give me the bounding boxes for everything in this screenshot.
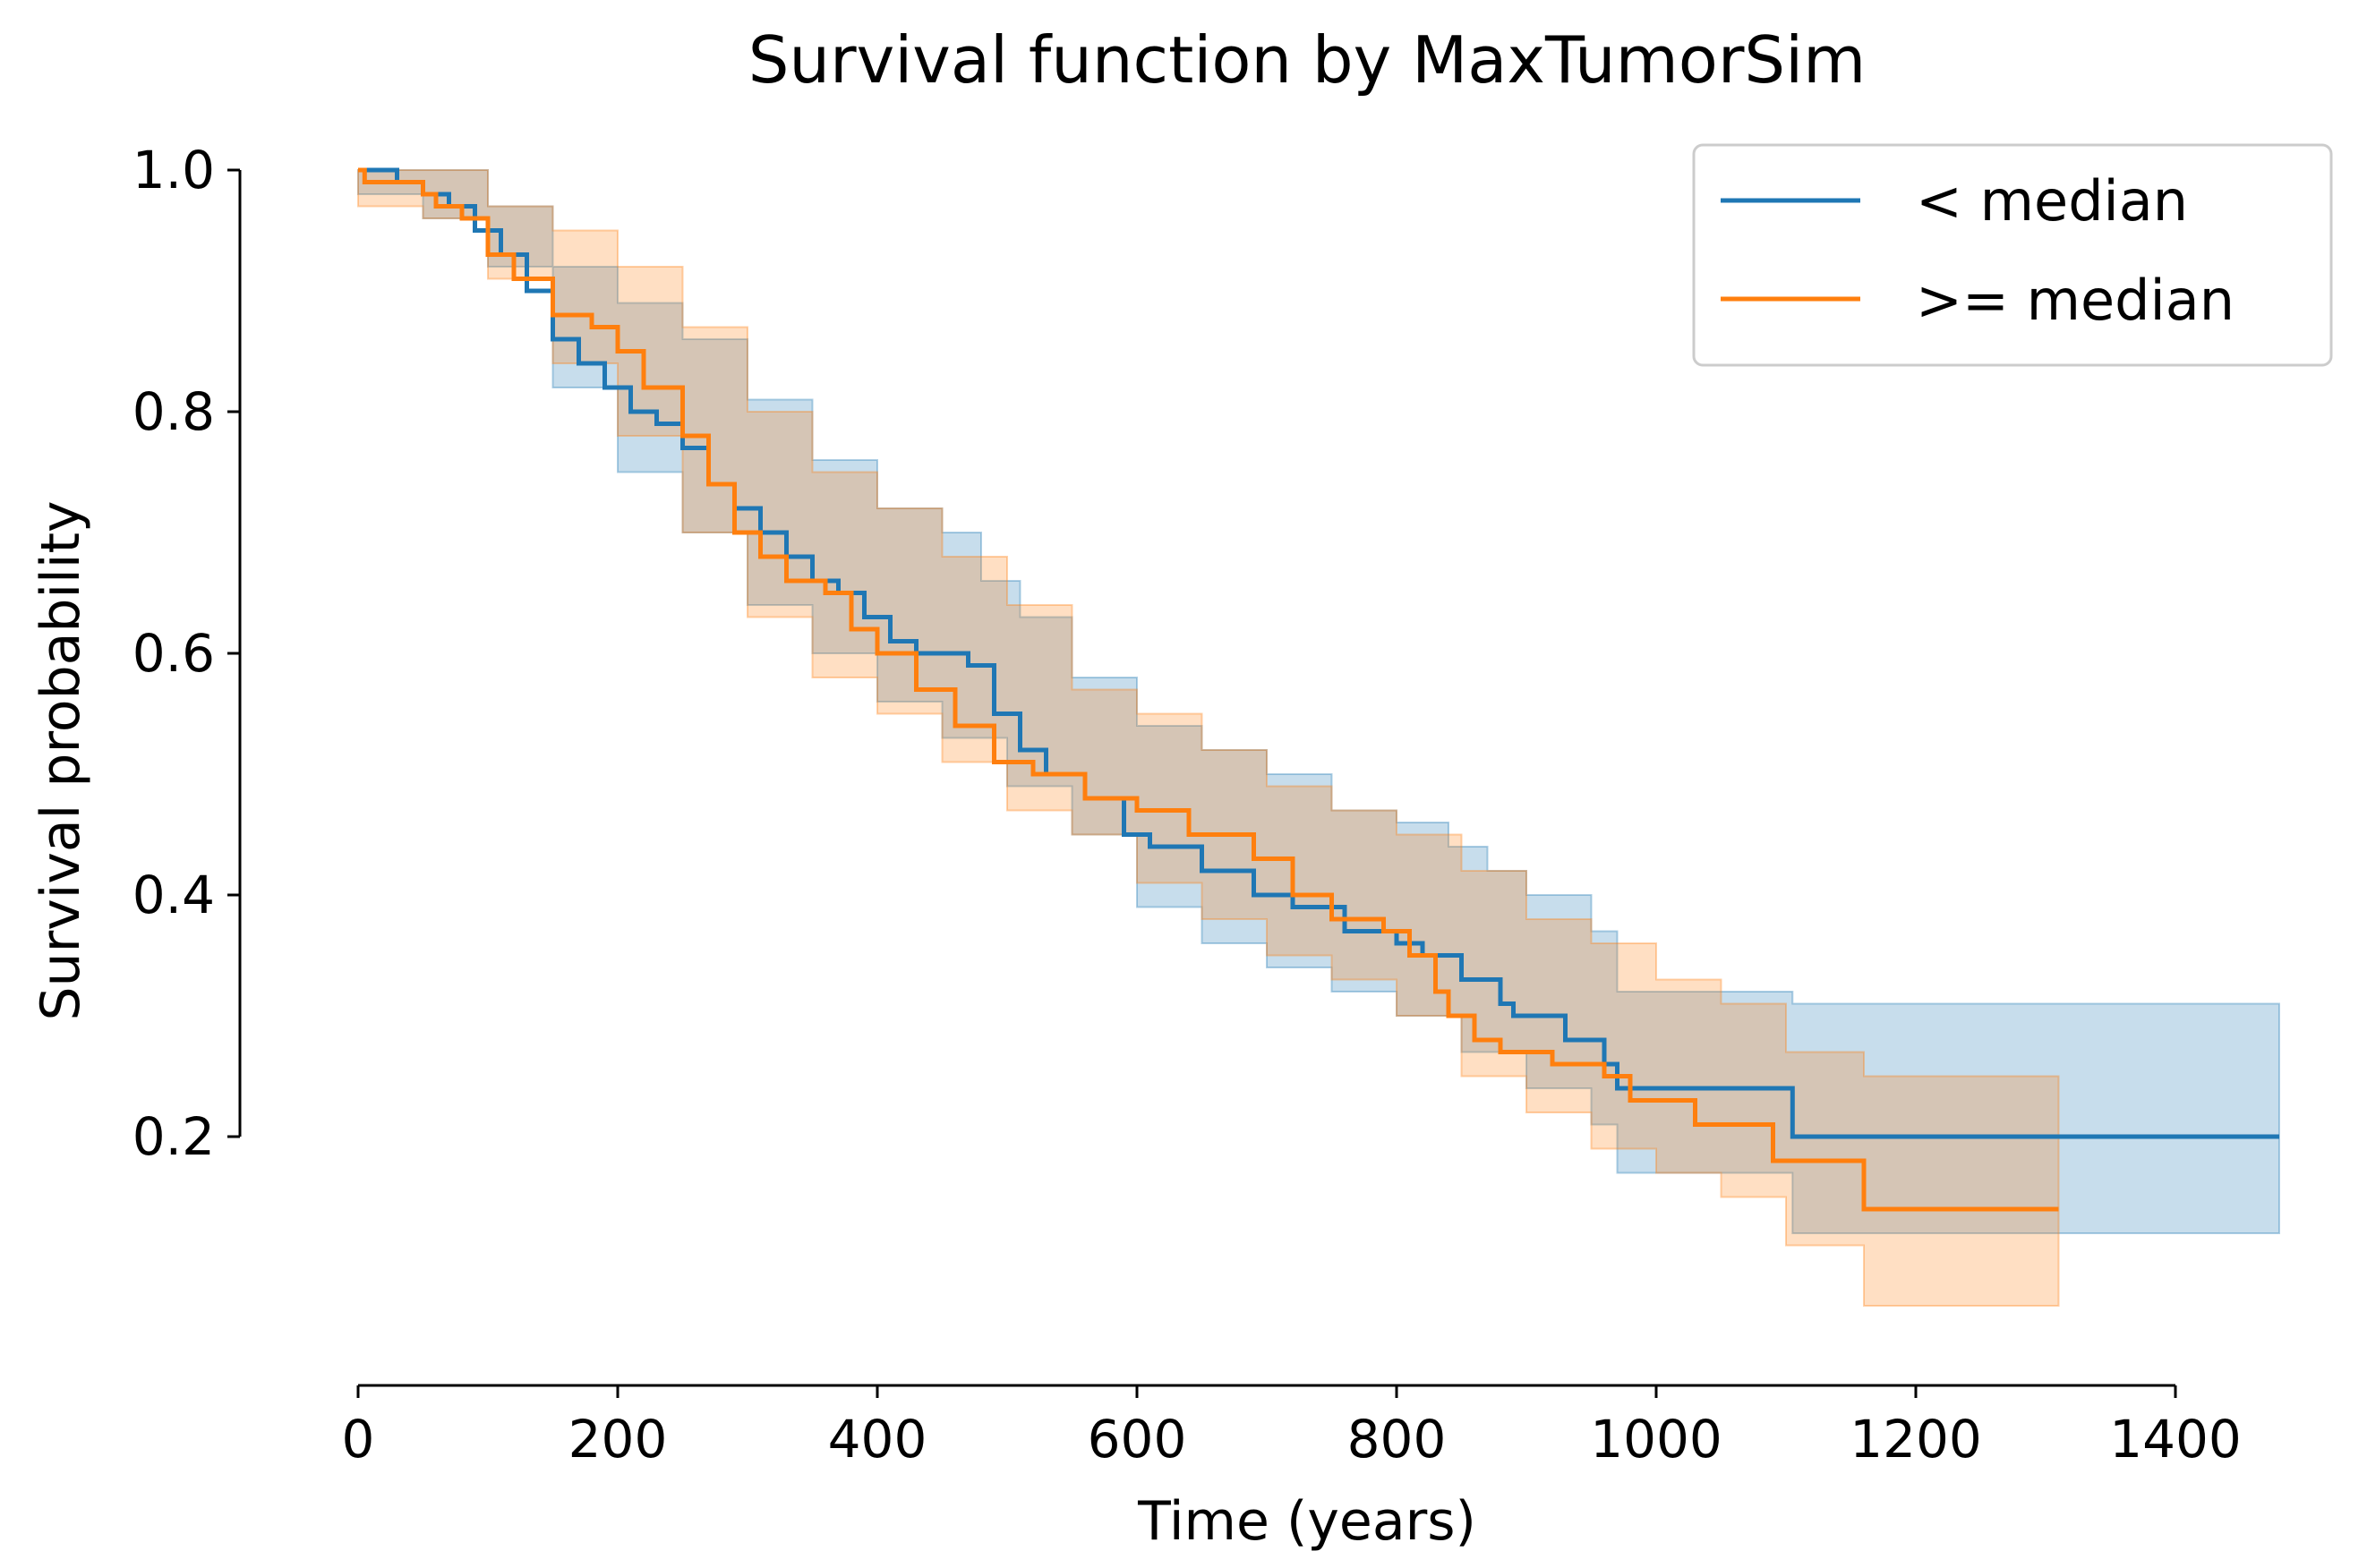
chart-title: Survival function by MaxTumorSim <box>748 22 1867 98</box>
legend-label-below-median: < median <box>1916 168 2188 234</box>
x-axis-ticks: 0 200 400 600 800 1000 1200 1400 <box>342 1385 2242 1470</box>
curve-below-median <box>358 167 2279 1139</box>
x-tick-label: 0 <box>342 1409 375 1470</box>
y-axis-title: Survival probability <box>30 500 92 1020</box>
x-tick-label: 1400 <box>2109 1409 2242 1470</box>
confidence-bands <box>357 169 2280 1307</box>
x-tick-label: 1200 <box>1850 1409 1982 1470</box>
x-axis-title: Time (years) <box>1137 1490 1476 1553</box>
ci-band-below-median <box>357 169 2280 1234</box>
legend-label-above-median: >= median <box>1916 268 2235 333</box>
y-tick-label: 0.8 <box>132 381 215 442</box>
y-tick-label: 0.2 <box>132 1106 215 1167</box>
y-tick-label: 0.6 <box>132 623 215 684</box>
x-tick-label: 1000 <box>1590 1409 1722 1470</box>
x-tick-label: 600 <box>1088 1409 1187 1470</box>
y-axis-ticks: 0.2 0.4 0.6 0.8 1.0 <box>132 140 240 1167</box>
x-tick-label: 800 <box>1347 1409 1447 1470</box>
y-tick-label: 0.4 <box>132 865 215 925</box>
survival-curves <box>358 167 2279 1212</box>
curve-above-median <box>358 167 2059 1212</box>
legend: < median >= median <box>1692 143 2333 367</box>
x-tick-label: 200 <box>568 1409 668 1470</box>
y-tick-label: 1.0 <box>132 140 215 200</box>
ci-band-above-median <box>357 169 2060 1307</box>
x-tick-label: 400 <box>828 1409 927 1470</box>
